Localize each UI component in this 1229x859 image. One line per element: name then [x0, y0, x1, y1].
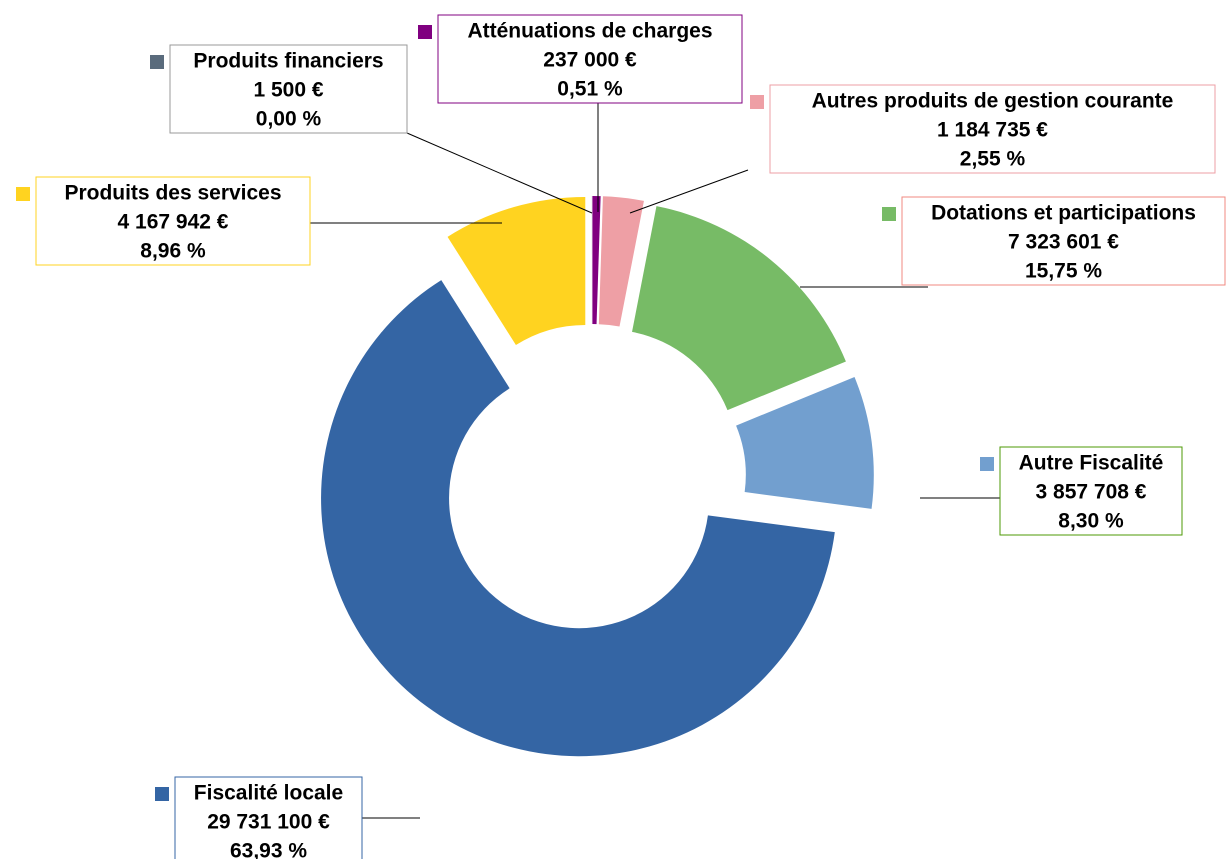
percent-label: 63,93 %	[230, 840, 307, 859]
label-box	[769, 84, 1216, 174]
label-box	[174, 776, 363, 859]
value-label: 4 167 942 €	[118, 211, 229, 234]
category-label: Produits des services	[64, 182, 281, 205]
legend-swatch	[750, 95, 764, 109]
category-label: Fiscalité locale	[194, 782, 343, 805]
legend-swatch	[16, 187, 30, 201]
label-box	[437, 14, 743, 104]
percent-label: 2,55 %	[960, 148, 1026, 171]
legend-swatch	[882, 207, 896, 221]
category-label: Autres produits de gestion courante	[812, 90, 1174, 113]
value-label: 29 731 100 €	[207, 811, 330, 834]
label-box	[35, 176, 311, 266]
category-label: Dotations et participations	[931, 202, 1196, 225]
legend-swatch	[418, 25, 432, 39]
value-label: 7 323 601 €	[1008, 231, 1119, 254]
percent-label: 0,00 %	[256, 108, 322, 131]
label-box	[999, 446, 1183, 536]
value-label: 1 500 €	[253, 79, 323, 102]
leader-line	[629, 169, 749, 214]
percent-label: 8,30 %	[1058, 510, 1124, 533]
donut-segment	[447, 196, 586, 346]
value-label: 3 857 708 €	[1036, 481, 1147, 504]
label-box	[901, 196, 1226, 286]
donut-segment	[598, 196, 644, 327]
label-box	[169, 44, 408, 134]
donut-segment	[736, 377, 874, 509]
donut-segment	[632, 206, 846, 411]
category-label: Autre Fiscalité	[1019, 452, 1164, 475]
legend-swatch	[980, 457, 994, 471]
percent-label: 15,75 %	[1025, 260, 1102, 283]
category-label: Atténuations de charges	[467, 20, 712, 43]
category-label: Produits financiers	[193, 50, 383, 73]
leader-line	[406, 132, 593, 214]
donut-segment	[592, 196, 601, 325]
legend-swatch	[150, 55, 164, 69]
percent-label: 8,96 %	[140, 240, 206, 263]
value-label: 237 000 €	[543, 49, 637, 72]
donut-segment	[321, 280, 835, 757]
percent-label: 0,51 %	[557, 78, 623, 101]
legend-swatch	[155, 787, 169, 801]
value-label: 1 184 735 €	[937, 119, 1048, 142]
